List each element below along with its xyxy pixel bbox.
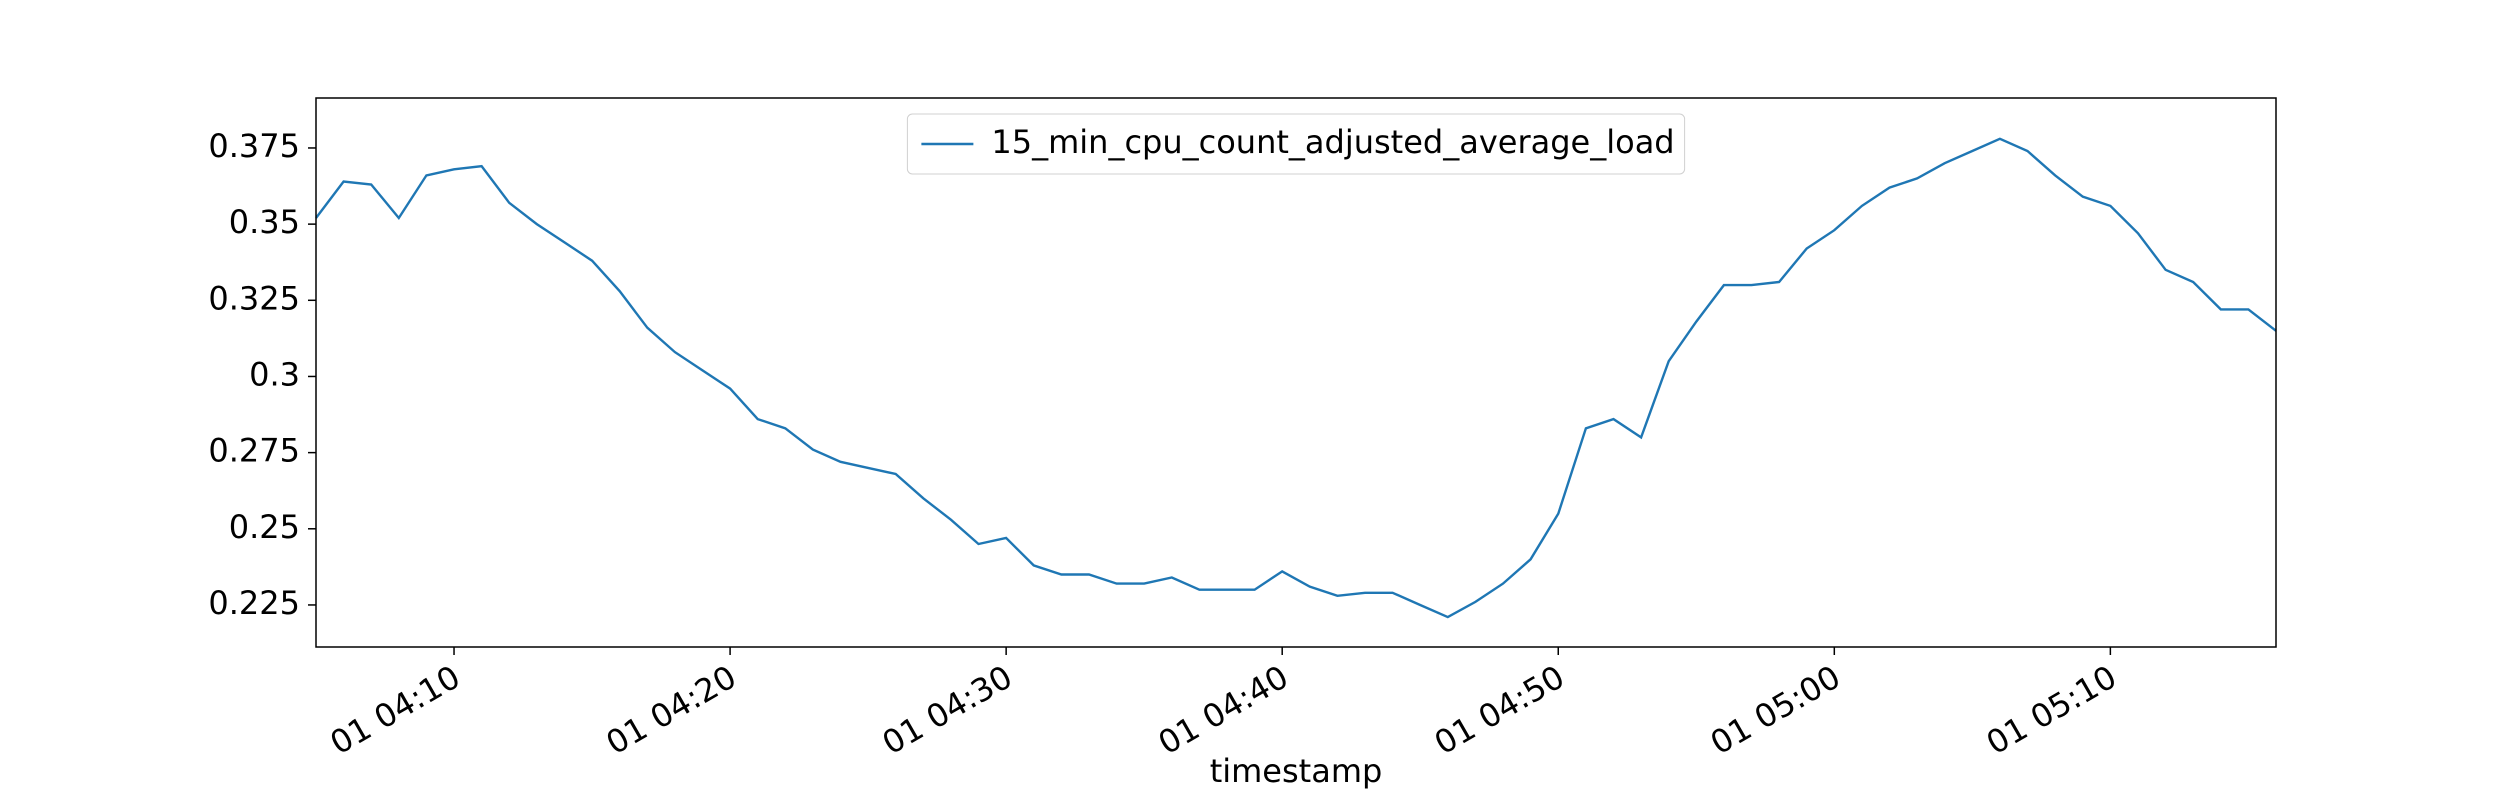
y-tick-label: 0.3 xyxy=(249,355,300,393)
x-tick-label: 01 04:10 xyxy=(324,658,467,762)
x-axis-label: timestamp xyxy=(1210,752,1383,790)
y-tick-label: 0.25 xyxy=(229,508,300,546)
y-tick-label: 0.35 xyxy=(229,203,300,241)
legend: 15_min_cpu_count_adjusted_average_load xyxy=(906,113,1686,175)
legend-label: 15_min_cpu_count_adjusted_average_load xyxy=(991,123,1674,161)
plot-frame xyxy=(315,97,2277,648)
x-tick-label: 01 04:40 xyxy=(1152,658,1295,762)
data-line xyxy=(315,137,2277,619)
y-tick-label: 0.225 xyxy=(208,584,300,622)
x-tick-label: 01 04:20 xyxy=(600,658,743,762)
y-tick-label: 0.325 xyxy=(208,279,300,317)
x-tick-label: 01 04:30 xyxy=(876,658,1019,762)
legend-box xyxy=(906,113,1686,175)
y-tick-label: 0.275 xyxy=(208,432,300,470)
y-tick-label: 0.375 xyxy=(208,127,300,165)
x-tick-label: 01 05:00 xyxy=(1704,658,1847,762)
x-tick-label: 01 05:10 xyxy=(1980,658,2123,762)
x-tick-label: 01 04:50 xyxy=(1428,658,1571,762)
